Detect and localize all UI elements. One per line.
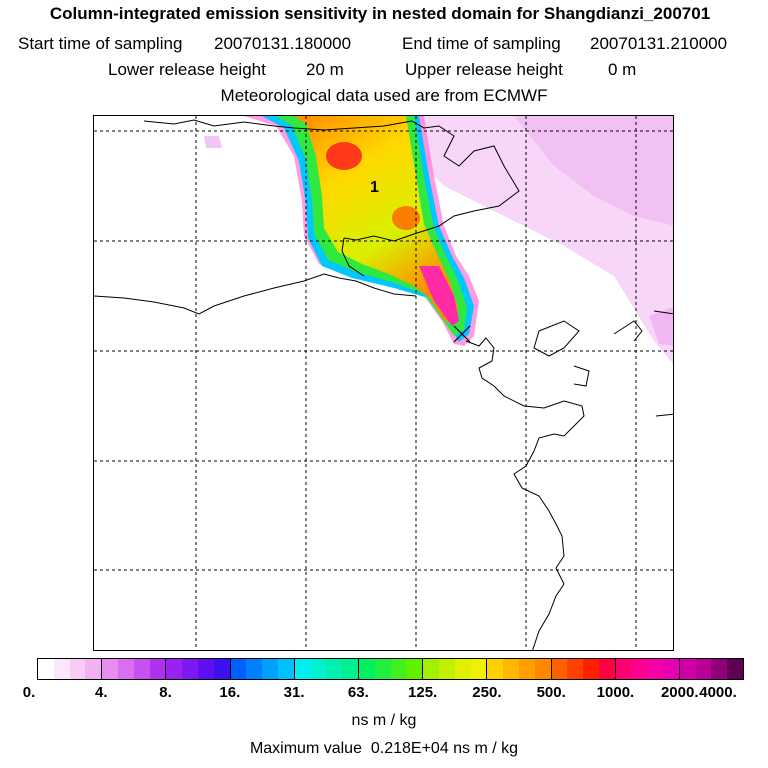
colorbar-tick-label: 4000.	[699, 684, 737, 701]
colorbar-swatch	[454, 659, 471, 679]
colorbar-segment	[358, 659, 424, 679]
lat-lon-grid	[94, 116, 673, 650]
colorbar-swatch	[246, 659, 263, 679]
lower-release-value: 20 m	[306, 60, 344, 79]
colorbar-swatch	[598, 659, 615, 679]
colorbar-swatch	[390, 659, 407, 679]
colorbar-swatch	[518, 659, 535, 679]
colorbar-tick-label: 1000.	[596, 684, 635, 701]
hotspot-north	[326, 142, 362, 170]
colorbar-swatch	[117, 659, 134, 679]
colorbar-swatch	[230, 659, 247, 679]
colorbar	[37, 658, 744, 680]
colorbar-tick-label: 63.	[347, 684, 369, 701]
colorbar-swatch	[374, 659, 391, 679]
release-label: 1	[370, 179, 379, 196]
colorbar-tick-label: 8.	[159, 684, 172, 701]
colorbar-tick-label: 4.	[95, 684, 108, 701]
colorbar-segment	[487, 659, 552, 679]
hotspot-south	[419, 266, 459, 326]
start-time-label: Start time of sampling	[18, 34, 183, 53]
colorbar-tick-label: 0.	[22, 684, 36, 701]
colorbar-segment	[615, 659, 680, 679]
colorbar-swatch	[567, 659, 584, 679]
colorbar-unit: ns m / kg	[351, 712, 417, 729]
colorbar-swatch	[102, 659, 118, 679]
colorbar-tick-label: 16.	[219, 684, 241, 701]
colorbar-tick-label: 2000.	[660, 684, 699, 701]
colorbar-swatch	[149, 659, 166, 679]
colorbar-swatch	[182, 659, 198, 679]
colorbar-swatch	[534, 659, 551, 679]
colorbar-swatch	[679, 659, 696, 679]
colorbar-swatch	[711, 659, 728, 679]
colorbar-swatch	[53, 659, 70, 679]
colorbar-segment	[230, 659, 295, 679]
colorbar-swatch	[166, 659, 183, 679]
start-time-value: 20070131.180000	[214, 34, 352, 53]
colorbar-segment	[294, 659, 359, 679]
colorbar-tick-label: 31.	[283, 684, 305, 701]
colorbar-swatch	[310, 659, 327, 679]
colorbar-swatch	[438, 659, 455, 679]
colorbar-segment	[551, 659, 616, 679]
colorbar-swatch	[423, 659, 439, 679]
colorbar-swatch	[727, 659, 744, 679]
colorbar-swatch	[406, 659, 423, 679]
colorbar-swatch	[213, 659, 230, 679]
colorbar-swatch	[358, 659, 375, 679]
colorbar-segment	[38, 659, 103, 679]
end-time-label: End time of sampling	[402, 34, 561, 53]
colorbar-swatch	[262, 659, 278, 679]
plot-title: Column-integrated emission sensitivity i…	[49, 4, 711, 23]
colorbar-swatch	[503, 659, 519, 679]
upper-release-value: 0 m	[608, 60, 637, 79]
colorbar-swatch	[583, 659, 599, 679]
colorbar-swatch	[663, 659, 679, 679]
hotspot-mid	[392, 206, 420, 230]
maximum-value-line: Maximum value 0.218E+04 ns m / kg	[0, 740, 768, 758]
colorbar-segment	[423, 659, 488, 679]
colorbar-swatch	[695, 659, 712, 679]
colorbar-swatch	[487, 659, 504, 679]
colorbar-swatch	[342, 659, 358, 679]
release-site-marker	[453, 325, 471, 343]
colorbar-swatch	[38, 659, 54, 679]
max-value-label: Maximum value	[249, 740, 362, 757]
colorbar-swatch	[277, 659, 294, 679]
colorbar-swatch	[615, 659, 632, 679]
colorbar-swatch	[294, 659, 311, 679]
colorbar-swatch	[470, 659, 487, 679]
colorbar-tick-label: 125.	[408, 684, 438, 701]
coastlines	[94, 119, 673, 650]
low-sensitivity-field	[204, 116, 673, 364]
colorbar-swatch	[197, 659, 214, 679]
map-canvas: 1	[94, 116, 673, 650]
colorbar-tick-label: 500.	[536, 684, 566, 701]
end-time-value: 20070131.210000	[590, 34, 728, 53]
colorbar-swatch	[647, 659, 664, 679]
map-panel: 1	[93, 115, 674, 651]
colorbar-swatch	[631, 659, 648, 679]
colorbar-swatch	[133, 659, 150, 679]
colorbar-swatch	[551, 659, 568, 679]
colorbar-swatch	[85, 659, 102, 679]
colorbar-swatch	[69, 659, 86, 679]
lower-release-label: Lower release height	[108, 60, 266, 79]
colorbar-swatch	[326, 659, 343, 679]
upper-release-label: Upper release height	[405, 60, 563, 79]
colorbar-tick-label: 250.	[472, 684, 502, 701]
colorbar-segment	[679, 659, 744, 679]
met-data-note: Meteorological data used are from ECMWF	[220, 86, 548, 105]
colorbar-segment	[102, 659, 167, 679]
colorbar-segment	[166, 659, 231, 679]
max-value: 0.218E+04 ns m / kg	[370, 740, 519, 757]
